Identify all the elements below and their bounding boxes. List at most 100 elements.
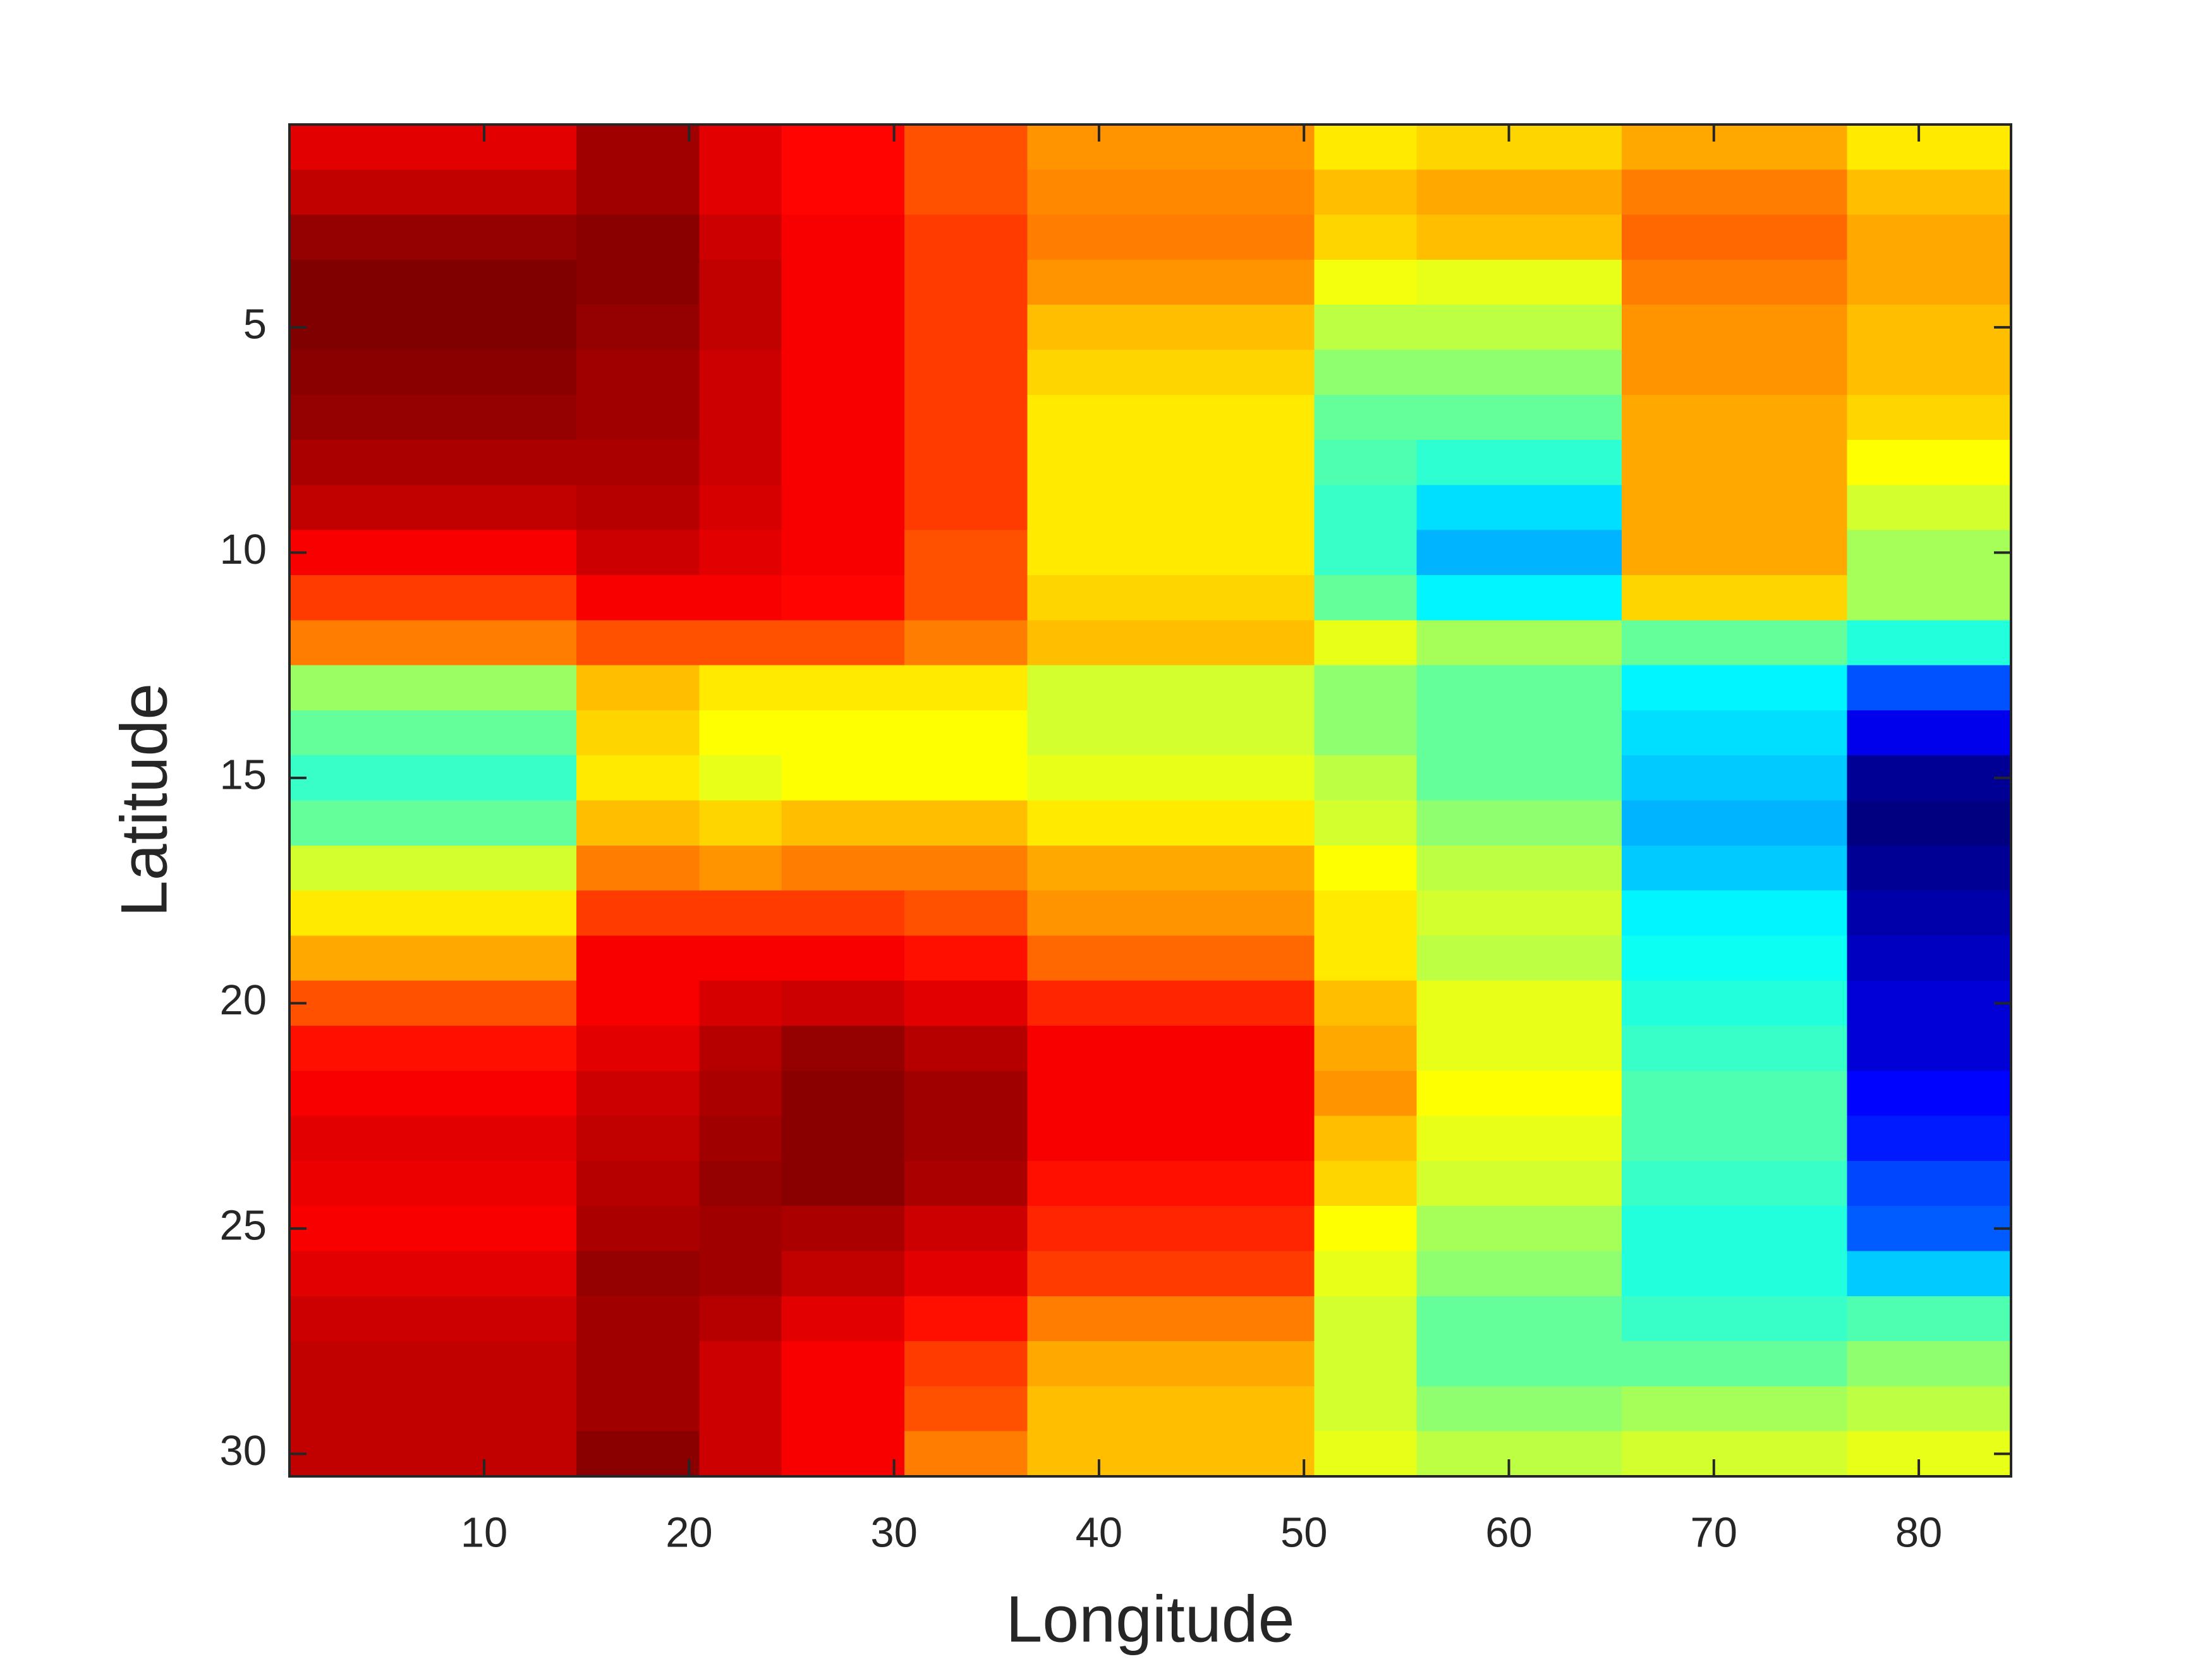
heatmap-cell — [1457, 1251, 1479, 1297]
heatmap-cell — [1601, 980, 1622, 1026]
heatmap-cell — [1929, 214, 1950, 260]
heatmap-cell — [1744, 214, 1766, 260]
heatmap-cell — [986, 349, 1007, 396]
heatmap-cell — [514, 980, 536, 1026]
heatmap-cell — [760, 125, 782, 170]
heatmap-cell — [1253, 1071, 1274, 1117]
heatmap-cell — [720, 1026, 741, 1071]
heatmap-cell — [1908, 1206, 1929, 1252]
heatmap-cell — [1970, 620, 1991, 666]
heatmap-cell — [330, 214, 351, 260]
heatmap-cell — [1724, 530, 1746, 576]
heatmap-cell — [1621, 305, 1643, 351]
heatmap-cell — [1007, 1160, 1028, 1206]
heatmap-cell — [1212, 1341, 1233, 1387]
heatmap-cell — [433, 710, 454, 756]
heatmap-cell — [986, 890, 1007, 936]
heatmap-cell — [535, 575, 557, 621]
plot-frame — [288, 123, 2012, 1478]
heatmap-cell — [556, 1026, 577, 1071]
heatmap-cell — [658, 800, 679, 846]
heatmap-cell — [1724, 1431, 1746, 1477]
heatmap-cell — [1847, 440, 1868, 485]
heatmap-cell — [1683, 1341, 1705, 1387]
heatmap-cell — [1724, 259, 1746, 305]
heatmap-cell — [904, 1206, 925, 1252]
heatmap-cell — [1170, 259, 1192, 305]
heatmap-cell — [514, 349, 536, 396]
heatmap-cell — [863, 214, 885, 260]
heatmap-cell — [1929, 665, 1950, 711]
heatmap-cell — [597, 665, 618, 711]
heatmap-cell — [1068, 169, 1090, 216]
heatmap-cell — [1806, 1251, 1827, 1297]
heatmap-cell — [760, 394, 782, 441]
heatmap-cell — [1334, 169, 1356, 216]
heatmap-cell — [1498, 1071, 1520, 1117]
heatmap-cell — [1375, 710, 1397, 756]
heatmap-cell — [1642, 214, 1663, 260]
heatmap-cell — [535, 259, 557, 305]
heatmap-cell — [720, 440, 741, 485]
heatmap-cell — [1621, 214, 1643, 260]
heatmap-cell — [842, 890, 864, 936]
heatmap-cell — [1601, 530, 1622, 576]
heatmap-cell — [1294, 1386, 1315, 1432]
heatmap-cell — [1662, 800, 1684, 846]
heatmap-cell — [371, 980, 392, 1026]
heatmap-cell — [925, 1431, 946, 1477]
heatmap-cell — [1847, 125, 1868, 170]
heatmap-cell — [1294, 485, 1315, 531]
heatmap-cell — [1150, 259, 1172, 305]
heatmap-cell — [1027, 169, 1048, 216]
heatmap-cell — [1191, 1160, 1212, 1206]
heatmap-cell — [1129, 665, 1151, 711]
heatmap-cell — [453, 1115, 475, 1162]
heatmap-cell — [1519, 890, 1540, 936]
heatmap-cell — [535, 1115, 557, 1162]
heatmap-cell — [1765, 710, 1786, 756]
heatmap-cell — [1581, 1026, 1602, 1071]
heatmap-cell — [1785, 665, 1807, 711]
heatmap-cell — [1560, 394, 1581, 441]
heatmap-cell — [1191, 710, 1212, 756]
heatmap-cell — [1334, 1071, 1356, 1117]
heatmap-cell — [1027, 1251, 1048, 1297]
heatmap-cell — [1007, 1115, 1028, 1162]
heatmap-cell — [1703, 620, 1725, 666]
heatmap-cell — [576, 485, 598, 531]
heatmap-cell — [781, 1206, 803, 1252]
heatmap-cell — [1908, 485, 1929, 531]
heatmap-cell — [1601, 1386, 1622, 1432]
heatmap-cell — [1457, 710, 1479, 756]
heatmap-cell — [945, 214, 966, 260]
heatmap-cell — [473, 1115, 495, 1162]
heatmap-cell — [925, 530, 946, 576]
heatmap-cell — [392, 1115, 413, 1162]
heatmap-cell — [1498, 800, 1520, 846]
heatmap-cell — [392, 1296, 413, 1342]
heatmap-cell — [699, 890, 720, 936]
heatmap-cell — [699, 1206, 720, 1252]
heatmap-cell — [1540, 1341, 1561, 1387]
heatmap-cell — [904, 980, 925, 1026]
heatmap-cell — [1007, 1026, 1028, 1071]
heatmap-cell — [740, 1386, 762, 1432]
heatmap-cell — [720, 259, 741, 305]
heatmap-cell — [1129, 305, 1151, 351]
heatmap-cell — [1047, 980, 1069, 1026]
heatmap-cell — [1888, 1160, 1909, 1206]
heatmap-cell — [679, 440, 700, 485]
heatmap-cell — [1847, 890, 1868, 936]
heatmap-cell — [514, 1206, 536, 1252]
heatmap-cell — [1765, 1206, 1786, 1252]
heatmap-cell — [1724, 1071, 1746, 1117]
heatmap-cell — [473, 530, 495, 576]
heatmap-cell — [781, 755, 803, 801]
heatmap-cell — [371, 1251, 392, 1297]
heatmap-cell — [945, 1386, 966, 1432]
heatmap-cell — [1150, 530, 1172, 576]
heatmap-cell — [740, 1115, 762, 1162]
heatmap-cell — [514, 1341, 536, 1387]
heatmap-cell — [1294, 665, 1315, 711]
